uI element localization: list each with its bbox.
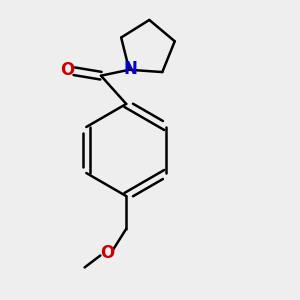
Text: N: N	[124, 60, 138, 78]
Text: O: O	[60, 61, 74, 79]
Text: O: O	[100, 244, 114, 262]
